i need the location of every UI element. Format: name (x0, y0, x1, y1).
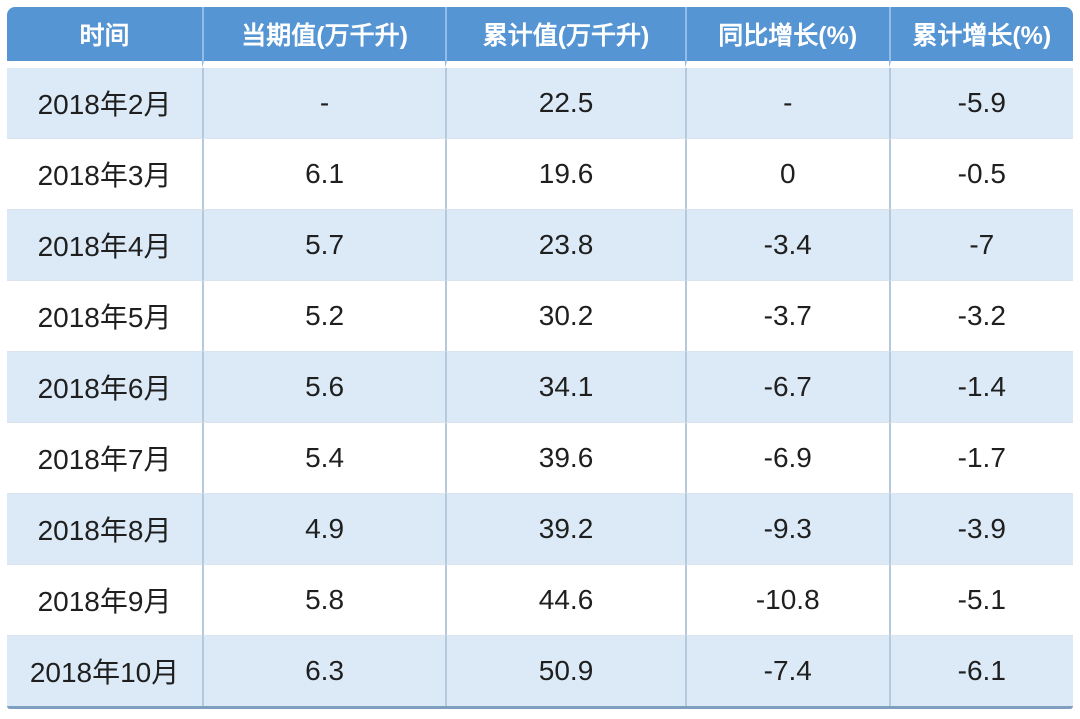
table-row: 2018年5月 5.2 30.2 -3.7 -3.2 (7, 281, 1073, 352)
table-cell: 19.6 (445, 139, 685, 210)
table-cell: 2018年10月 (7, 636, 203, 706)
table-cell: 50.9 (445, 636, 685, 706)
table-row: 2018年4月 5.7 23.8 -3.4 -7 (7, 210, 1073, 281)
table-cell: - (202, 68, 446, 139)
column-header-cumulative-value: 累计值(万千升) (445, 7, 685, 68)
header-row: 时间 当期值(万千升) 累计值(万千升) 同比增长(%) 累计增长(%) (7, 7, 1073, 68)
table-cell: -7 (888, 210, 1073, 281)
table-cell: -3.4 (684, 210, 889, 281)
table-cell: 2018年3月 (7, 139, 203, 210)
table-cell: - (684, 68, 889, 139)
table-cell: 5.7 (202, 210, 446, 281)
table-cell: 2018年7月 (7, 423, 203, 494)
table-cell: -6.7 (684, 352, 889, 423)
table-row: 2018年3月 6.1 19.6 0 -0.5 (7, 139, 1073, 210)
table-cell: 6.3 (202, 636, 446, 706)
table-cell: -5.1 (888, 565, 1073, 636)
column-header-cumulative-growth: 累计增长(%) (888, 7, 1073, 68)
table-row: 2018年2月 - 22.5 - -5.9 (7, 68, 1073, 139)
table-cell: 5.6 (202, 352, 446, 423)
table-cell: 2018年4月 (7, 210, 203, 281)
table-cell: 23.8 (445, 210, 685, 281)
table-cell: 22.5 (445, 68, 685, 139)
table-cell: 2018年6月 (7, 352, 203, 423)
table-cell: 5.4 (202, 423, 446, 494)
table-cell: -6.1 (888, 636, 1073, 706)
column-header-yoy-growth: 同比增长(%) (684, 7, 889, 68)
table-cell: -1.4 (888, 352, 1073, 423)
table-cell: 34.1 (445, 352, 685, 423)
table-cell: 2018年9月 (7, 565, 203, 636)
data-table-container: 时间 当期值(万千升) 累计值(万千升) 同比增长(%) 累计增长(%) 201… (7, 7, 1073, 709)
column-header-current-value: 当期值(万千升) (202, 7, 446, 68)
table-cell: -3.9 (888, 494, 1073, 565)
table-row: 2018年10月 6.3 50.9 -7.4 -6.1 (7, 636, 1073, 706)
table-cell: 5.2 (202, 281, 446, 352)
table-cell: -6.9 (684, 423, 889, 494)
table-cell: 0 (684, 139, 889, 210)
table-cell: -3.7 (684, 281, 889, 352)
data-table: 时间 当期值(万千升) 累计值(万千升) 同比增长(%) 累计增长(%) 201… (7, 7, 1073, 706)
table-cell: -9.3 (684, 494, 889, 565)
table-row: 2018年6月 5.6 34.1 -6.7 -1.4 (7, 352, 1073, 423)
table-row: 2018年7月 5.4 39.6 -6.9 -1.7 (7, 423, 1073, 494)
table-cell: 39.6 (445, 423, 685, 494)
table-cell: 2018年2月 (7, 68, 203, 139)
table-cell: 30.2 (445, 281, 685, 352)
table-row: 2018年9月 5.8 44.6 -10.8 -5.1 (7, 565, 1073, 636)
table-cell: 39.2 (445, 494, 685, 565)
table-cell: -1.7 (888, 423, 1073, 494)
table-cell: -0.5 (888, 139, 1073, 210)
table-cell: -7.4 (684, 636, 889, 706)
table-cell: 2018年8月 (7, 494, 203, 565)
table-cell: -5.9 (888, 68, 1073, 139)
table-cell: 44.6 (445, 565, 685, 636)
table-cell: -10.8 (684, 565, 889, 636)
table-cell: 2018年5月 (7, 281, 203, 352)
table-cell: 6.1 (202, 139, 446, 210)
table-cell: 5.8 (202, 565, 446, 636)
column-header-time: 时间 (7, 7, 203, 68)
table-row: 2018年8月 4.9 39.2 -9.3 -3.9 (7, 494, 1073, 565)
table-cell: 4.9 (202, 494, 446, 565)
table-cell: -3.2 (888, 281, 1073, 352)
